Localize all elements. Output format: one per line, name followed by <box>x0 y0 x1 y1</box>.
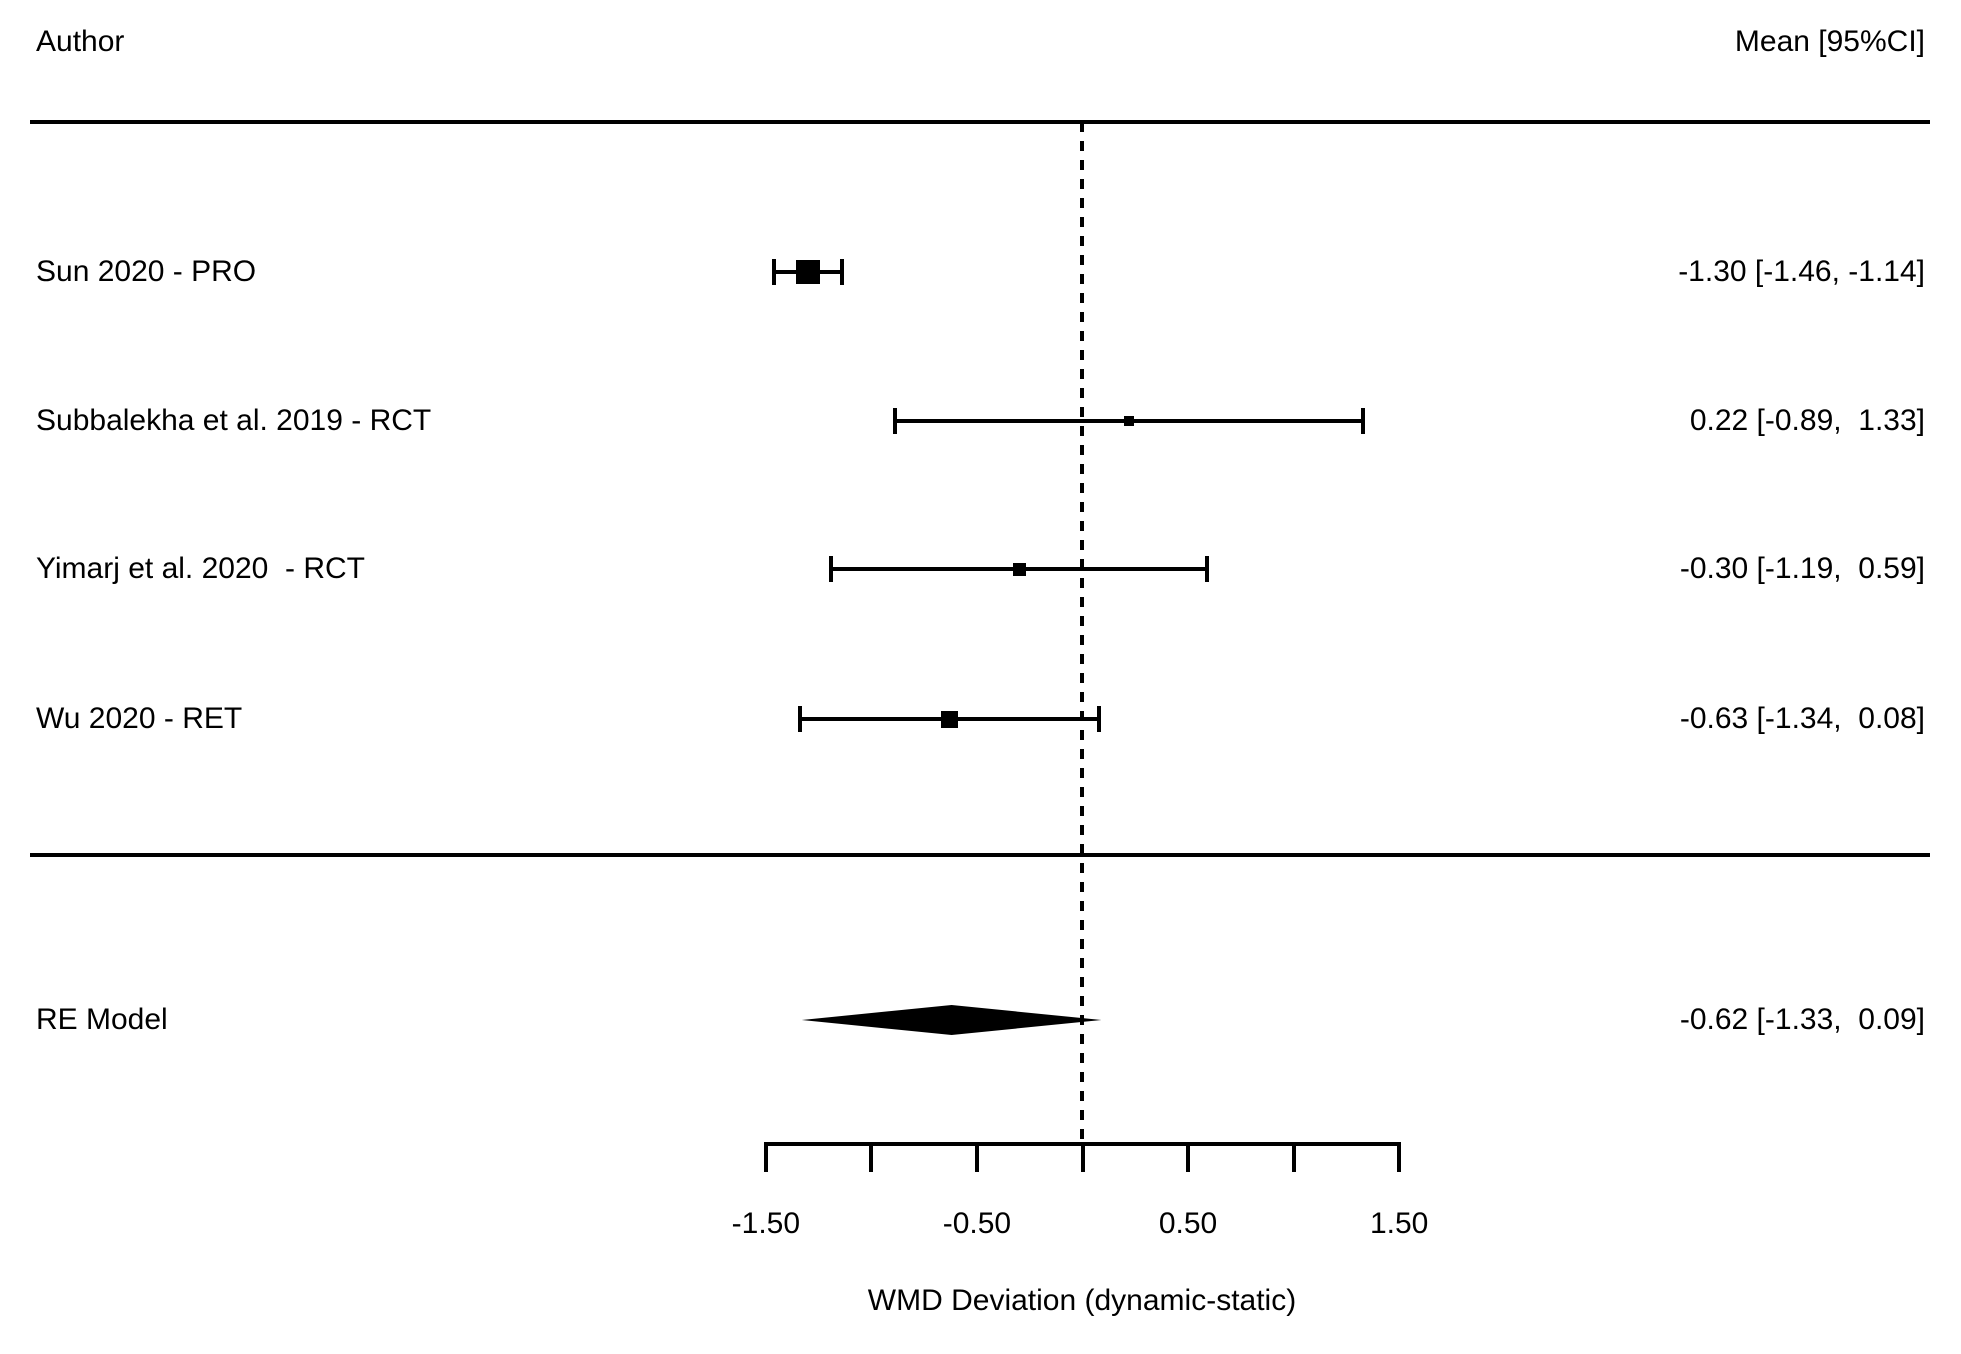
point-estimate-square <box>796 260 821 284</box>
summary-separator-rule <box>30 853 1930 857</box>
x-axis-tick <box>1186 1142 1191 1172</box>
x-axis-tick <box>1397 1142 1402 1172</box>
top-rule <box>30 120 1930 124</box>
ci-cap-right <box>839 259 844 285</box>
point-estimate-square <box>941 710 958 728</box>
point-estimate-square <box>1123 416 1134 426</box>
study-label: Subbalekha et al. 2019 - RCT <box>36 404 432 437</box>
ci-cap-right <box>1097 706 1102 732</box>
x-axis-tick <box>869 1142 874 1172</box>
study-label: Wu 2020 - RET <box>36 702 243 735</box>
point-estimate-square <box>1012 562 1026 576</box>
zero-reference-line <box>1080 122 1084 1144</box>
ci-cap-left <box>772 259 777 285</box>
x-tick-label: -0.50 <box>942 1207 1012 1240</box>
x-axis-tick <box>1291 1142 1296 1172</box>
ci-cap-left <box>829 556 834 582</box>
ci-cap-left <box>892 408 897 434</box>
summary-label: RE Model <box>36 1003 168 1036</box>
x-axis-tick <box>763 1142 768 1172</box>
x-axis-tick <box>974 1142 979 1172</box>
x-tick-label: 1.50 <box>1369 1207 1429 1240</box>
study-label: Sun 2020 - PRO <box>36 255 257 288</box>
x-axis-tick <box>1080 1142 1085 1172</box>
summary-estimate-text: -0.62 [-1.33, 0.09] <box>1679 1003 1925 1036</box>
x-tick-label: -1.50 <box>731 1207 801 1240</box>
study-estimate-text: -0.63 [-1.34, 0.08] <box>1679 702 1925 735</box>
ci-cap-left <box>797 706 802 732</box>
author-column-header: Author <box>36 25 125 58</box>
ci-cap-right <box>1361 408 1366 434</box>
ci-cap-right <box>1205 556 1210 582</box>
ci-column-header: Mean [95%CI] <box>1734 25 1925 58</box>
study-label: Yimarj et al. 2020 - RCT <box>36 552 365 585</box>
study-estimate-text: 0.22 [-0.89, 1.33] <box>1689 404 1925 437</box>
summary-diamond <box>801 1005 1102 1035</box>
study-estimate-text: -1.30 [-1.46, -1.14] <box>1678 255 1925 288</box>
study-estimate-text: -0.30 [-1.19, 0.59] <box>1679 552 1925 585</box>
x-tick-label: 0.50 <box>1158 1207 1218 1240</box>
x-axis-title: WMD Deviation (dynamic-static) <box>867 1284 1297 1317</box>
